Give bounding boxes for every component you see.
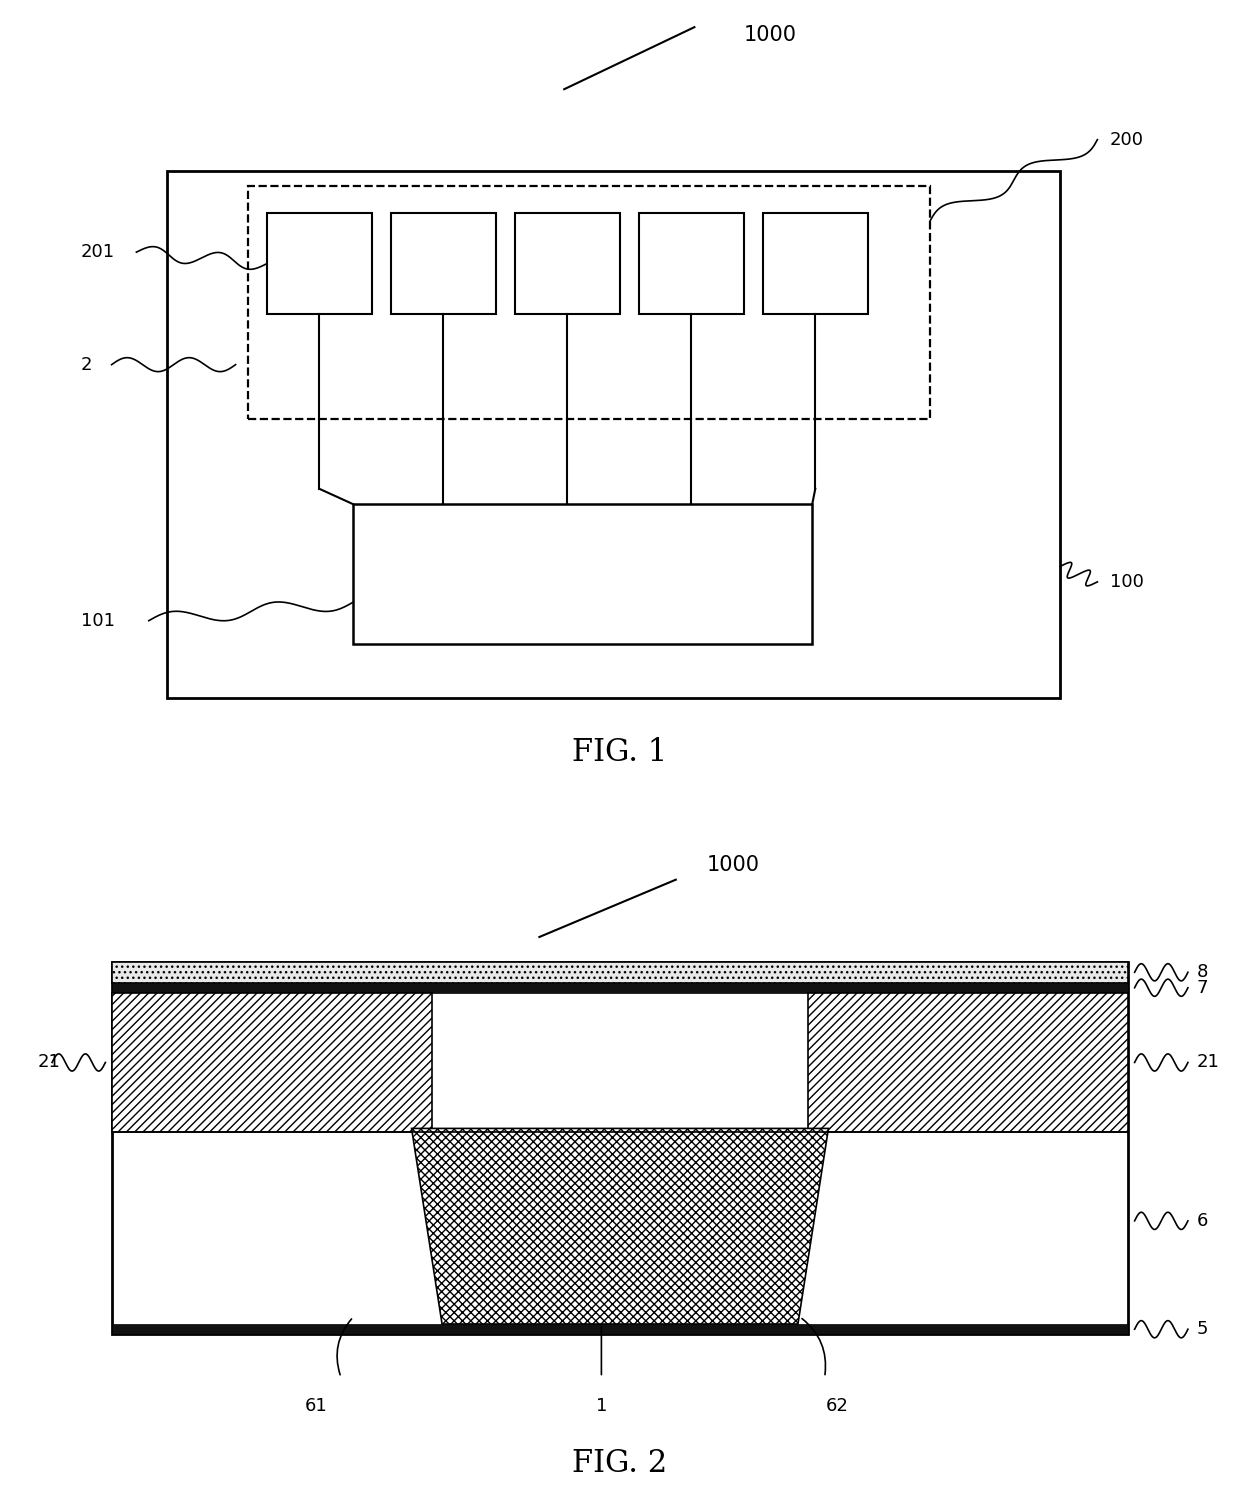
Text: 201: 201 xyxy=(81,243,115,261)
Bar xyxy=(353,504,812,645)
Bar xyxy=(112,983,1128,994)
Polygon shape xyxy=(412,1128,828,1323)
Text: FIG. 1: FIG. 1 xyxy=(573,737,667,768)
Bar xyxy=(112,1323,1128,1334)
Bar xyxy=(808,994,1128,1132)
Text: 200: 200 xyxy=(1110,131,1143,149)
Text: 2: 2 xyxy=(81,355,92,373)
Bar xyxy=(763,213,868,315)
Text: 21: 21 xyxy=(37,1053,60,1071)
Bar xyxy=(167,170,1060,698)
Bar xyxy=(267,213,372,315)
Text: 101: 101 xyxy=(81,612,114,630)
Bar xyxy=(112,962,1128,983)
Text: 7: 7 xyxy=(1197,979,1208,997)
Bar xyxy=(248,186,930,419)
Bar xyxy=(112,962,1128,1334)
Bar xyxy=(515,213,620,315)
Text: 100: 100 xyxy=(1110,573,1143,591)
Text: 1000: 1000 xyxy=(744,25,797,45)
Text: 1000: 1000 xyxy=(707,855,760,876)
Bar xyxy=(112,994,432,1132)
Text: 21: 21 xyxy=(1197,1053,1219,1071)
Text: 5: 5 xyxy=(1197,1320,1208,1338)
Text: 8: 8 xyxy=(1197,964,1208,982)
Bar xyxy=(639,213,744,315)
Text: FIG. 2: FIG. 2 xyxy=(573,1447,667,1479)
Bar xyxy=(391,213,496,315)
Text: 6: 6 xyxy=(1197,1212,1208,1229)
Text: 61: 61 xyxy=(305,1397,327,1414)
Text: 62: 62 xyxy=(826,1397,848,1414)
Text: 1: 1 xyxy=(595,1397,608,1414)
